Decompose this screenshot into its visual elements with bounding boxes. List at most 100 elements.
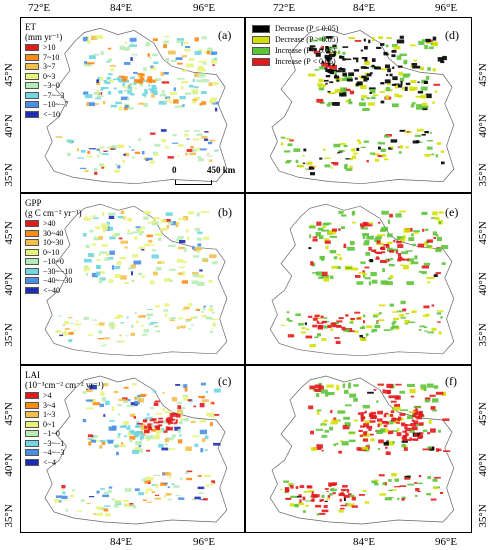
legend-swatch — [25, 72, 39, 80]
var-title-a: ET — [25, 22, 36, 32]
lat-label: 45°N — [3, 402, 15, 426]
lat-label: 45°N — [3, 221, 15, 245]
legend-label: −40~−30 — [43, 276, 73, 285]
legend-entry: 7~10 — [25, 53, 68, 63]
lat-label: 40°N — [477, 272, 489, 296]
lat-label: 40°N — [477, 114, 489, 138]
legend-label: −7~−3 — [43, 90, 65, 100]
legend-swatch — [25, 267, 39, 275]
legend-label: Decrease (P < 0.05) — [275, 24, 339, 33]
bottom-lon-84: 84°E — [110, 536, 133, 548]
lon-label-96: 96°E — [193, 2, 216, 14]
trend-legend-entry: Decrease (P > 0.05) — [252, 34, 338, 45]
legend-label: 7~10 — [43, 52, 60, 62]
lat-label: 45°N — [3, 63, 15, 87]
trend-legend: Decrease (P < 0.05) Decrease (P > 0.05) In… — [252, 23, 338, 67]
trend-legend-entry: Decrease (P < 0.05) — [252, 23, 338, 34]
legend-entry: 0~1 — [25, 420, 64, 430]
scale-tick-left — [175, 180, 176, 185]
scale-line — [175, 184, 211, 185]
lon-label-84: 84°E — [110, 2, 133, 14]
legend-entry: −1~0 — [25, 429, 64, 439]
lat-label: 45°N — [477, 63, 489, 87]
legend-swatch — [25, 229, 39, 237]
var-title-c: LAI — [25, 370, 40, 380]
legend-entry: <−40 — [25, 286, 72, 296]
legend-entry: >10 — [25, 43, 68, 53]
lon-label-72-right: 72°E — [273, 2, 296, 14]
panel-d: (d) Decrease (P < 0.05) Decrease (P > 0.0… — [245, 17, 472, 193]
lat-label: 35°N — [477, 323, 489, 347]
panel-b: (b) GPP (g C cm⁻² yr⁻¹) >40 30~40 10~30 0~1… — [20, 193, 245, 365]
bottom-lon-96-right: 96°E — [435, 536, 458, 548]
legend-entry: −4~−3 — [25, 448, 64, 458]
legend-label: 0~3 — [43, 71, 56, 81]
legend-label: −3~−1 — [43, 438, 65, 448]
legend-entry: 10~30 — [25, 238, 72, 248]
legend-label: −4~−3 — [43, 448, 65, 457]
scale-tick-right — [211, 180, 212, 185]
legend-swatch — [25, 430, 39, 438]
legend-label: −3~0 — [43, 81, 60, 90]
panel-a: (a) ET (mm yr⁻¹) >10 7~10 3~7 0~3 −3~0 −7~−3−… — [20, 17, 245, 193]
legend-label: Increase (P < 0.05) — [275, 57, 336, 66]
scale-bar: 0 450 km — [171, 165, 244, 185]
legend-entry: <−4 — [25, 458, 64, 468]
legend-label: Increase (P > 0.05) — [275, 46, 336, 55]
legend-swatch — [25, 277, 39, 285]
legend-swatch — [25, 101, 39, 109]
legend-a: >10 7~10 3~7 0~3 −3~0 −7~−3 −10~−7 <−10 — [25, 43, 68, 119]
legend-entry: <−10 — [25, 110, 68, 120]
lat-label: 40°N — [3, 453, 15, 477]
panel-e: (e) — [245, 193, 472, 365]
legend-swatch — [25, 401, 39, 409]
var-units-c: (10⁻³cm⁻² cm⁻² yr⁻¹) — [25, 380, 104, 390]
panel-letter-c: (c) — [218, 374, 232, 388]
legend-entry: −3~−1 — [25, 439, 64, 449]
panel-f: (f) — [245, 365, 472, 533]
legend-label: <−4 — [43, 457, 57, 467]
legend-swatch — [252, 46, 270, 55]
panel-letter-f: (f) — [445, 374, 457, 388]
legend-b: >40 30~40 10~30 0~10 −10~0 −30~−10 −40~−30 <−40 — [25, 219, 72, 295]
legend-swatch — [25, 44, 39, 52]
legend-label: −10~−7 — [43, 100, 69, 109]
legend-swatch — [25, 63, 39, 71]
legend-entry: 0~3 — [25, 72, 68, 82]
scale-zero: 0 — [172, 165, 177, 175]
lat-label: 45°N — [477, 221, 489, 245]
legend-swatch — [25, 258, 39, 266]
legend-label: Decrease (P > 0.05) — [275, 35, 339, 44]
legend-entry: 3~7 — [25, 62, 68, 72]
var-units-a: (mm yr⁻¹) — [25, 32, 63, 42]
legend-label: >10 — [43, 43, 56, 52]
legend-swatch — [25, 91, 39, 99]
lat-label: 35°N — [3, 504, 15, 528]
legend-label: <−10 — [43, 109, 61, 119]
lon-label-72: 72°E — [28, 2, 51, 14]
legend-entry: 1~3 — [25, 410, 64, 420]
legend-swatch — [252, 35, 270, 44]
scale-distance: 450 km — [207, 165, 236, 175]
legend-c: >4 3~4 1~3 0~1 −1~0 −3~−1 −4~−3 <−4 — [25, 391, 64, 467]
legend-entry: 0~10 — [25, 248, 72, 258]
legend-label: 30~40 — [43, 228, 64, 238]
map-f — [269, 375, 455, 525]
map-e — [269, 203, 455, 357]
legend-swatch — [25, 53, 39, 61]
panel-c: (c) LAI (10⁻³cm⁻² cm⁻² yr⁻¹) >4 3~4 1~3 0~1… — [20, 365, 245, 533]
legend-swatch — [25, 239, 39, 247]
panel-letter-d: (d) — [445, 28, 459, 42]
legend-label: 0~10 — [43, 247, 60, 257]
legend-entry: −7~−3 — [25, 91, 68, 101]
legend-swatch — [25, 458, 39, 466]
legend-swatch — [25, 439, 39, 447]
lat-label: 40°N — [3, 114, 15, 138]
legend-swatch — [25, 411, 39, 419]
legend-entry: −10~−7 — [25, 100, 68, 110]
legend-label: >4 — [43, 391, 52, 400]
lat-label: 35°N — [477, 504, 489, 528]
legend-label: 0~1 — [43, 419, 56, 429]
map-a — [44, 27, 228, 185]
legend-entry: 3~4 — [25, 401, 64, 411]
